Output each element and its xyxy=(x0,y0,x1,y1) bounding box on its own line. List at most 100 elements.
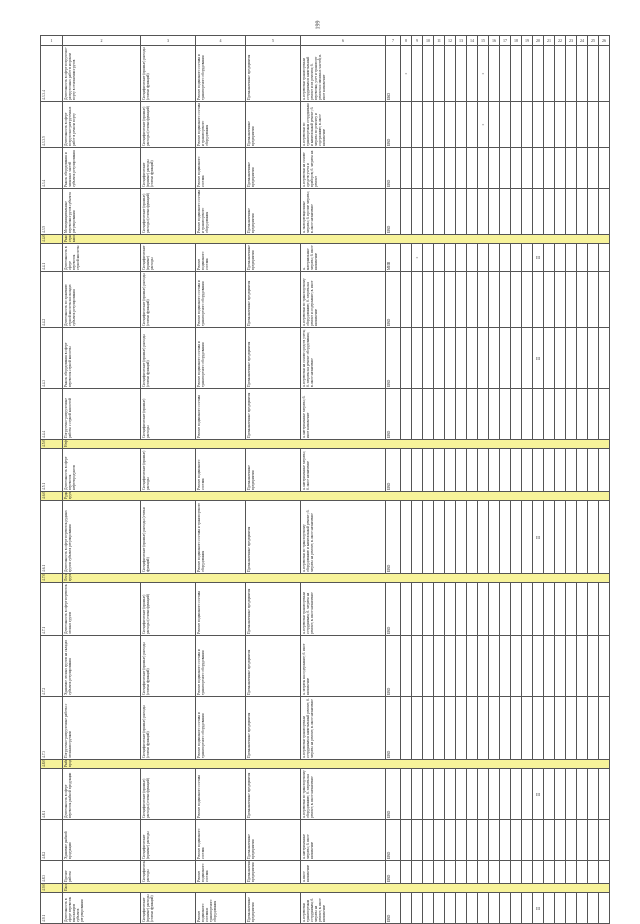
column-number: 2 xyxy=(62,35,141,46)
section-title-text: Пассажиры xyxy=(64,885,70,892)
cell: 4.4.2 xyxy=(40,271,63,328)
column-number: 14 xyxy=(466,35,478,46)
mark-cell xyxy=(455,188,467,235)
cell-text: ЕВО xyxy=(387,138,391,146)
cell-text: Деятельность в сфере перевозок серной ки… xyxy=(64,245,80,270)
mark-cell xyxy=(576,147,588,189)
cell-text: 4.4.3 xyxy=(42,379,46,387)
cell-text: а. затраты на содержание; б. иное назнач… xyxy=(302,643,310,695)
mark-cell xyxy=(455,892,467,924)
mark-cell xyxy=(598,582,610,636)
mark-cell xyxy=(510,448,522,492)
section-title: Лесные грузы xyxy=(62,573,610,583)
cell: ЕВО xyxy=(385,892,401,924)
cell: Специфические (прямые) расходы (статьи ф… xyxy=(140,500,196,574)
mark-cell xyxy=(477,768,489,820)
cell: 4.3.4 xyxy=(40,147,63,189)
mark-cell xyxy=(400,582,412,636)
mark-cell xyxy=(532,696,544,760)
mark-cell xyxy=(466,768,478,820)
cell-text: Промышленные предприятия xyxy=(247,121,255,146)
cell-text: Специфические (прямые) расходы xyxy=(142,831,150,859)
mark-cell xyxy=(521,860,533,884)
mark-cell xyxy=(444,327,456,389)
mark-cell xyxy=(444,101,456,148)
mark-cell xyxy=(576,448,588,492)
cell-text: Специфические (прямые) расходы (статьи ф… xyxy=(142,593,150,634)
section-code: 4.6.0 xyxy=(40,491,63,501)
mark-cell xyxy=(499,448,511,492)
cell: Промышленные предприятия xyxy=(245,388,301,440)
cell-text: ЕКО xyxy=(387,92,391,100)
cell: Деятельность по хранению серной кислоты … xyxy=(62,271,141,328)
section-code-text: 4.8.0 xyxy=(42,760,46,768)
mark-cell xyxy=(554,768,566,820)
mark-cell xyxy=(532,188,544,235)
cell: 4.3.3.4 xyxy=(40,45,63,102)
mark-cell xyxy=(422,860,434,884)
cell-text: Деятельность в сфере перевозок пассажиро… xyxy=(64,896,84,922)
cell-text: а. эксплуатационные затраты; б. прочие з… xyxy=(302,191,314,233)
cell-text: Ремонт подвижного состава и транспортног… xyxy=(197,899,217,922)
mark-cell xyxy=(422,101,434,148)
mark-cell xyxy=(488,892,500,924)
cell: ЕВО xyxy=(385,101,401,148)
cell-text: ЕВО xyxy=(387,687,391,695)
cell: Промышленные предприятия xyxy=(245,635,301,697)
mark-cell xyxy=(499,500,511,574)
mark-cell xyxy=(587,188,599,235)
cell: Ремонт подвижного состава xyxy=(195,448,246,492)
mark-cell xyxy=(433,327,445,389)
cell: Специфические (прямые) расходы (статьи ф… xyxy=(140,768,196,820)
cell-text: ЕВО xyxy=(387,225,391,233)
cell-text: Промышленные предприятия xyxy=(247,861,255,883)
cell: ЕВО xyxy=(385,819,401,861)
section-title: Рынок серной кислоты xyxy=(62,234,610,244)
mark-cell xyxy=(565,45,577,102)
section-row: 4.9.0 Пассажиры xyxy=(40,883,610,893)
cell: Ремонт подвижного состава и транспортног… xyxy=(195,271,246,328)
mark-cell xyxy=(532,448,544,492)
cell: Ремонт подвижного состава и транспортног… xyxy=(195,45,246,102)
mark-cell xyxy=(466,45,478,102)
cell-text: Ремонт подвижного состава xyxy=(197,156,205,187)
mark-cell xyxy=(587,101,599,148)
mark-cell xyxy=(433,892,445,924)
cell-text: ЕВО xyxy=(387,482,391,490)
cell: Специфические (прямые) расходы xyxy=(140,448,196,492)
cell: МИВ xyxy=(385,243,401,272)
mark-cell xyxy=(543,101,555,148)
column-number: 10 xyxy=(422,35,434,46)
mark-cell xyxy=(598,147,610,189)
header-row: 1 2 3 4 5 6 7 8 9 10 11 12 13 14 15 16 17 18 19 20 21 22 23 24 2… xyxy=(40,35,610,46)
cell: Деятельность в сфере погрузочно-разгрузо… xyxy=(62,45,141,102)
cell-text: Специфические (прямые) расходы (статьи ф… xyxy=(142,507,150,572)
mark-cell xyxy=(543,819,555,861)
mark-cell xyxy=(554,500,566,574)
mark-cell xyxy=(499,101,511,148)
cell-text: Деятельность в сфере перевозок нефтепрод… xyxy=(64,456,76,490)
cell: Деятельность в сфере перевозок лесных гр… xyxy=(62,582,141,636)
mark-cell xyxy=(598,768,610,820)
mark-cell xyxy=(543,860,555,884)
cell-text: Ремонт подвижного состава xyxy=(197,828,205,859)
cell: Ремонт подвижного состава xyxy=(195,388,246,440)
cell: Промышленные предприятия xyxy=(245,147,301,189)
mark-cell xyxy=(444,696,456,760)
cell-text: 4.7.1 xyxy=(42,626,46,634)
column-number: 3 xyxy=(140,35,196,46)
cell-text: а. перевозки транспортным сотрудникам и … xyxy=(302,53,326,100)
mark-cell xyxy=(587,147,599,189)
mark-cell xyxy=(488,582,500,636)
mark-cell xyxy=(565,892,577,924)
mark-cell xyxy=(510,819,522,861)
table-row: 4.3.4 Рынок оборудования и запасных часте… xyxy=(40,147,610,189)
mark-cell xyxy=(598,892,610,924)
mark-cell xyxy=(477,892,489,924)
section-code-text: 4.7.0 xyxy=(42,574,46,582)
cell-text: Промышленные предприятия xyxy=(247,834,255,859)
cell: Специфические (прямые) расходы (статьи ф… xyxy=(140,101,196,148)
mark-cell xyxy=(422,696,434,760)
mark-cell xyxy=(576,696,588,760)
mark-cell xyxy=(565,860,577,884)
